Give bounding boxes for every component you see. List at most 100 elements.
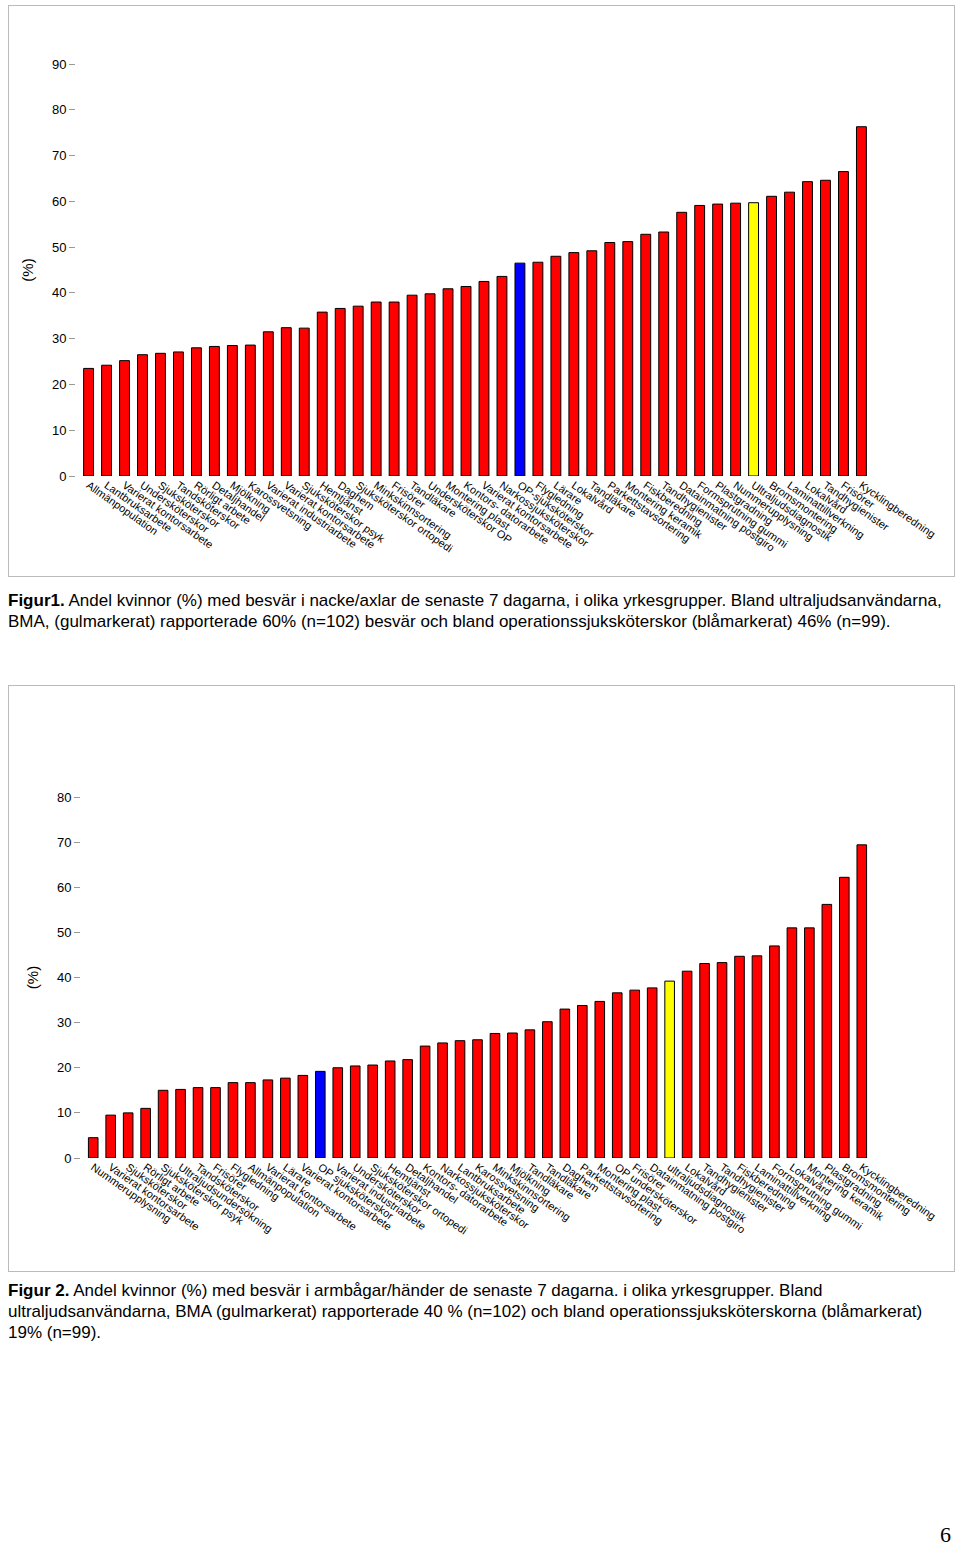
svg-text:Datainmatning postgiro: Datainmatning postgiro [677,479,777,554]
svg-text:Mjölkning: Mjölkning [508,1161,553,1197]
svg-text:Tandhygienister: Tandhygienister [659,479,729,533]
svg-text:Lantbruksarbete: Lantbruksarbete [456,1161,528,1216]
svg-text:Minkskinnsortering: Minkskinnsortering [491,1161,573,1223]
svg-text:Tandläkare: Tandläkare [543,1161,594,1202]
svg-text:Plastgradning: Plastgradning [713,479,775,527]
svg-text:Daghem: Daghem [561,1161,602,1195]
svg-text:Sjuksköterskor psyk: Sjuksköterskor psyk [159,1161,246,1227]
svg-text:Tandsköterskor: Tandsköterskor [174,479,242,532]
svg-text:Allmänpopulation: Allmänpopulation [84,479,160,537]
svg-text:Parkettstavsortering: Parkettstavsortering [605,479,692,545]
svg-text:OP sjuksköterskor: OP sjuksköterskor [316,1161,396,1222]
svg-text:Varierat kontorsarbete: Varierat kontorsarbete [264,1161,359,1233]
svg-text:(%): (%) [24,966,41,989]
svg-text:80: 80 [57,790,71,805]
svg-text:40: 40 [57,970,71,985]
svg-text:Bromsmontering: Bromsmontering [840,1161,913,1217]
svg-text:Hemtjänst: Hemtjänst [318,479,365,517]
svg-text:Tandläkare: Tandläkare [408,479,459,520]
svg-text:Varierat kontorsarbete: Varierat kontorsarbete [120,479,215,551]
svg-text:Ultraljudsundersökning: Ultraljudsundersökning [176,1161,275,1235]
svg-text:Kycklingberedning: Kycklingberedning [857,1161,938,1222]
svg-text:Undersköterskor: Undersköterskor [351,1161,424,1217]
svg-text:Tandhygienister: Tandhygienister [821,479,891,533]
svg-text:Narkossjuksköterskor: Narkossjuksköterskor [498,479,591,549]
svg-text:Montering plast: Montering plast [444,479,512,532]
svg-text:Fiskberedning: Fiskberedning [641,479,704,528]
svg-text:Rörligt arbete: Rörligt arbete [141,1161,202,1209]
svg-text:50: 50 [57,925,71,940]
svg-text:Tandhygienister: Tandhygienister [718,1161,788,1215]
svg-text:Kontors- datorarbete: Kontors- datorarbete [421,1161,511,1229]
svg-text:80: 80 [52,102,66,117]
svg-text:Lärare: Lärare [552,479,585,507]
svg-text:Karossvetsning: Karossvetsning [473,1161,541,1214]
svg-text:60: 60 [52,194,66,209]
svg-text:Lantbruksarbete: Lantbruksarbete [102,479,174,534]
svg-text:Laminattillverkning: Laminattillverkning [785,479,867,541]
svg-text:10: 10 [52,423,66,438]
svg-text:Undersköterskor OP: Undersköterskor OP [426,479,515,546]
svg-text:10: 10 [57,1105,71,1120]
svg-text:Frisörer: Frisörer [839,479,877,511]
svg-text:Formsprutning gummi: Formsprutning gummi [770,1161,865,1232]
svg-text:30: 30 [57,1015,71,1030]
svg-text:0: 0 [64,1151,71,1166]
svg-text:Sjuksköterskor ortopedi: Sjuksköterskor ortopedi [354,479,455,555]
svg-text:Sjuksköterskor: Sjuksköterskor [156,479,222,530]
svg-text:Hemtjänst: Hemtjänst [386,1161,433,1199]
svg-text:50: 50 [52,240,66,255]
svg-text:Allmänpopulation: Allmänpopulation [246,1161,322,1219]
svg-text:Mjölkning: Mjölkning [228,479,273,515]
svg-text:Varierat industriarbete: Varierat industriarbete [264,479,359,550]
svg-text:Parkettstavsortering: Parkettstavsortering [578,1161,665,1227]
svg-text:0: 0 [59,469,66,484]
svg-text:Ultraljudsdiagnostik: Ultraljudsdiagnostik [749,479,834,544]
svg-text:Tandläkare: Tandläkare [526,1161,577,1202]
svg-text:Sjuksköterskor ortopedi: Sjuksköterskor ortopedi [368,1161,469,1237]
svg-text:20: 20 [52,377,66,392]
svg-text:Flygledning: Flygledning [229,1161,282,1203]
svg-text:40: 40 [52,285,66,300]
svg-text:Flygledning: Flygledning [534,479,587,521]
svg-text:(%): (%) [19,258,36,281]
svg-text:Sjuksköterskor psyk: Sjuksköterskor psyk [300,479,387,545]
svg-text:Tandsköterskor: Tandsköterskor [194,1161,262,1214]
svg-text:Bromsmontering: Bromsmontering [767,479,840,535]
svg-text:70: 70 [57,835,71,850]
svg-text:Minkskinnsortering: Minkskinnsortering [372,479,454,541]
svg-text:Nummerupplysning: Nummerupplysning [89,1161,174,1225]
svg-text:Detaljhandel: Detaljhandel [403,1161,460,1206]
svg-text:Tandhygienister: Tandhygienister [700,1161,770,1215]
svg-text:Karossvetsning: Karossvetsning [246,479,314,532]
svg-text:OP-sjuksköterskor: OP-sjuksköterskor [516,479,597,541]
svg-text:ultraljudsdiagnostik: ultraljudsdiagnostik [665,1161,749,1225]
svg-text:Nummerupplysning: Nummerupplysning [731,479,816,543]
svg-text:Undersköterskor: Undersköterskor [138,479,211,535]
svg-text:Montering plast: Montering plast [595,1161,663,1214]
svg-text:20: 20 [57,1060,71,1075]
svg-text:Plastgradning: Plastgradning [823,1161,885,1209]
svg-text:Kontors- datorarbete: Kontors- datorarbete [462,479,552,547]
svg-text:Lokalvård: Lokalvård [788,1161,834,1198]
svg-text:30: 30 [52,331,66,346]
svg-text:Lokalvård: Lokalvård [683,1161,729,1198]
svg-text:Formsprutning gummi: Formsprutning gummi [695,479,790,550]
svg-text:Narkossjuksköterskor: Narkossjuksköterskor [438,1161,531,1231]
svg-text:Montering keramik: Montering keramik [805,1161,886,1223]
svg-text:Varierat kontorsarbete: Varierat kontorsarbete [282,479,377,551]
svg-text:Tandläkare: Tandläkare [588,479,639,520]
svg-text:Fiskberedning: Fiskberedning [735,1161,798,1210]
svg-text:Lokalvård: Lokalvård [803,479,849,516]
svg-text:Frisörer: Frisörer [390,479,428,511]
svg-text:Frisörer: Frisörer [630,1161,668,1193]
svg-text:70: 70 [52,148,66,163]
svg-text:Varierat kontorsarbete: Varierat kontorsarbete [106,1161,201,1233]
svg-text:Frisörer: Frisörer [211,1161,249,1193]
svg-text:Varierat kontorsarbete: Varierat kontorsarbete [480,479,575,551]
svg-text:Kycklingberedning: Kycklingberedning [857,479,938,540]
svg-text:Daghem: Daghem [336,479,377,513]
svg-text:Varierat industriarbete: Varierat industriarbete [333,1161,428,1232]
svg-text:Montering keramik: Montering keramik [623,479,704,541]
svg-text:Varierat kontorsarbete: Varierat kontorsarbete [299,1161,394,1233]
